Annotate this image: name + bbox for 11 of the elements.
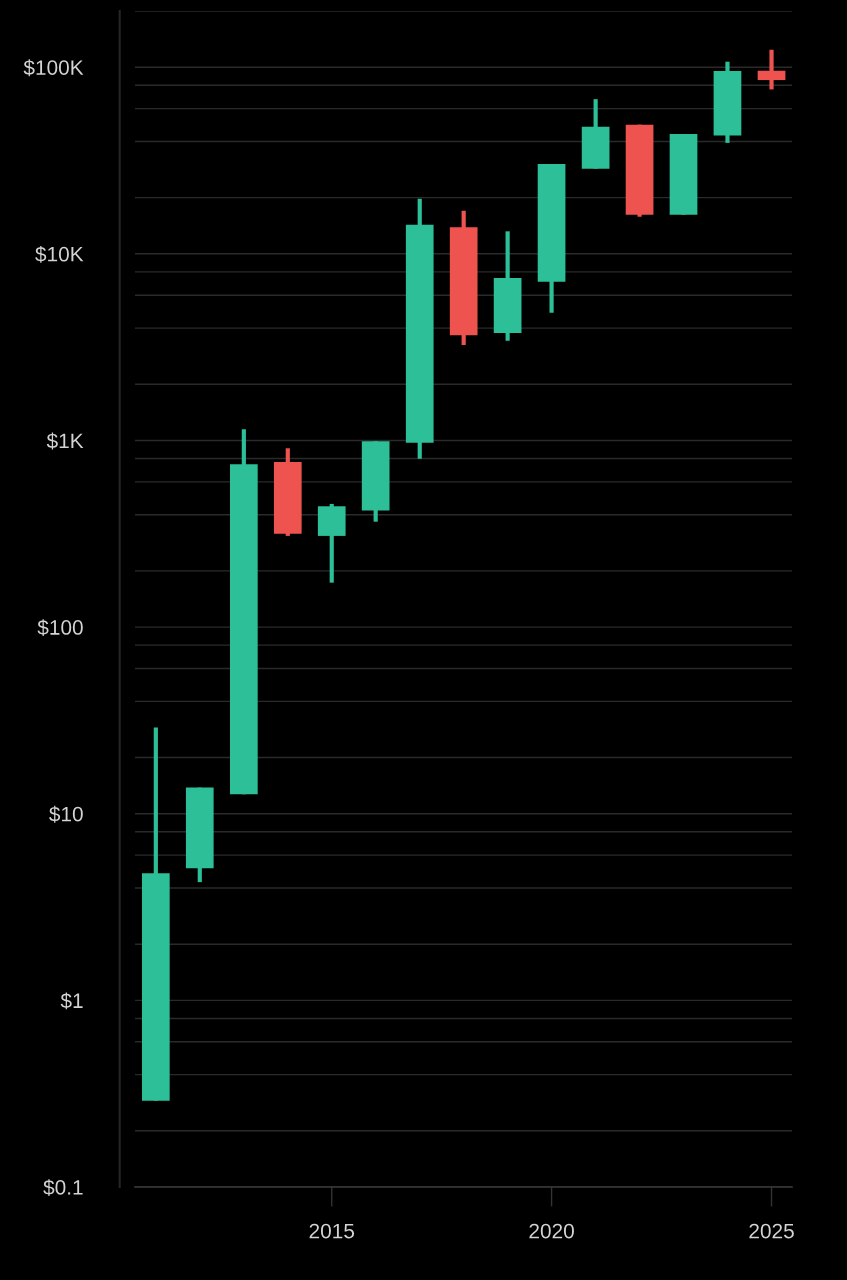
candlestick bbox=[757, 49, 786, 90]
x-tick-label: 2015 bbox=[309, 1223, 355, 1239]
x-tick-label: 2025 bbox=[749, 1223, 794, 1239]
y-tick-label: $100 bbox=[37, 619, 83, 637]
x-tick-label: 2020 bbox=[529, 1223, 574, 1239]
y-tick-label: $1K bbox=[46, 432, 84, 450]
y-tick-label: $10 bbox=[49, 805, 83, 823]
y-tick-label: $1 bbox=[60, 992, 83, 1010]
y-tick-label: $100K bbox=[23, 59, 84, 77]
y-tick-label: $10K bbox=[35, 245, 84, 263]
y-tick-label: $0.1 bbox=[43, 1179, 83, 1196]
